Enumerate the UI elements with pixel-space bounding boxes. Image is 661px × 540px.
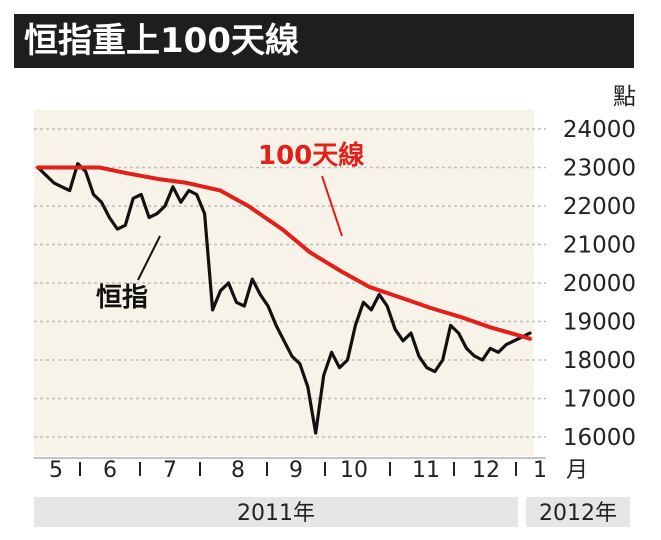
x-tick-label: 8 [231, 458, 245, 483]
series-line-hsi [36, 162, 532, 435]
series-line-ma100 [36, 165, 532, 341]
y-tick-label: 21000 [563, 233, 636, 259]
annotation-hsi-leader [137, 235, 161, 281]
y-tick-label: 24000 [563, 117, 636, 143]
y-tick-label: 23000 [563, 156, 636, 182]
x-tick-label: 12 [472, 458, 500, 483]
x-tick-label: 1 [533, 458, 547, 483]
x-tick-label: 7 [163, 458, 177, 483]
year-label: 2011年 [237, 501, 315, 526]
y-tick-label: 20000 [563, 271, 636, 297]
annotation-ma100: 100天線 [258, 140, 364, 171]
x-tick-label: 5 [49, 458, 63, 483]
chart-title: 恒指重上100天線 [24, 21, 299, 61]
annotation-hsi: 恒指 [96, 283, 148, 313]
y-axis-label: 點 [613, 84, 636, 110]
annotation-ma100-leader [321, 175, 343, 237]
y-tick-label: 18000 [563, 348, 636, 374]
year-band-2011 [34, 497, 518, 527]
x-tick-label: 11 [412, 458, 440, 483]
y-tick-label: 17000 [563, 387, 636, 413]
y-tick-label: 16000 [563, 425, 636, 451]
x-tick-label: 6 [103, 458, 117, 483]
y-tick-label: 19000 [563, 310, 636, 336]
year-band-2012 [526, 497, 630, 527]
title-bar: 恒指重上100天線 [14, 14, 634, 68]
y-tick-label: 22000 [563, 194, 636, 220]
x-tick-label: 9 [289, 458, 303, 483]
x-axis-unit: 月 [566, 458, 588, 483]
x-tick-label: 10 [340, 458, 368, 483]
year-label: 2012年 [539, 501, 617, 526]
